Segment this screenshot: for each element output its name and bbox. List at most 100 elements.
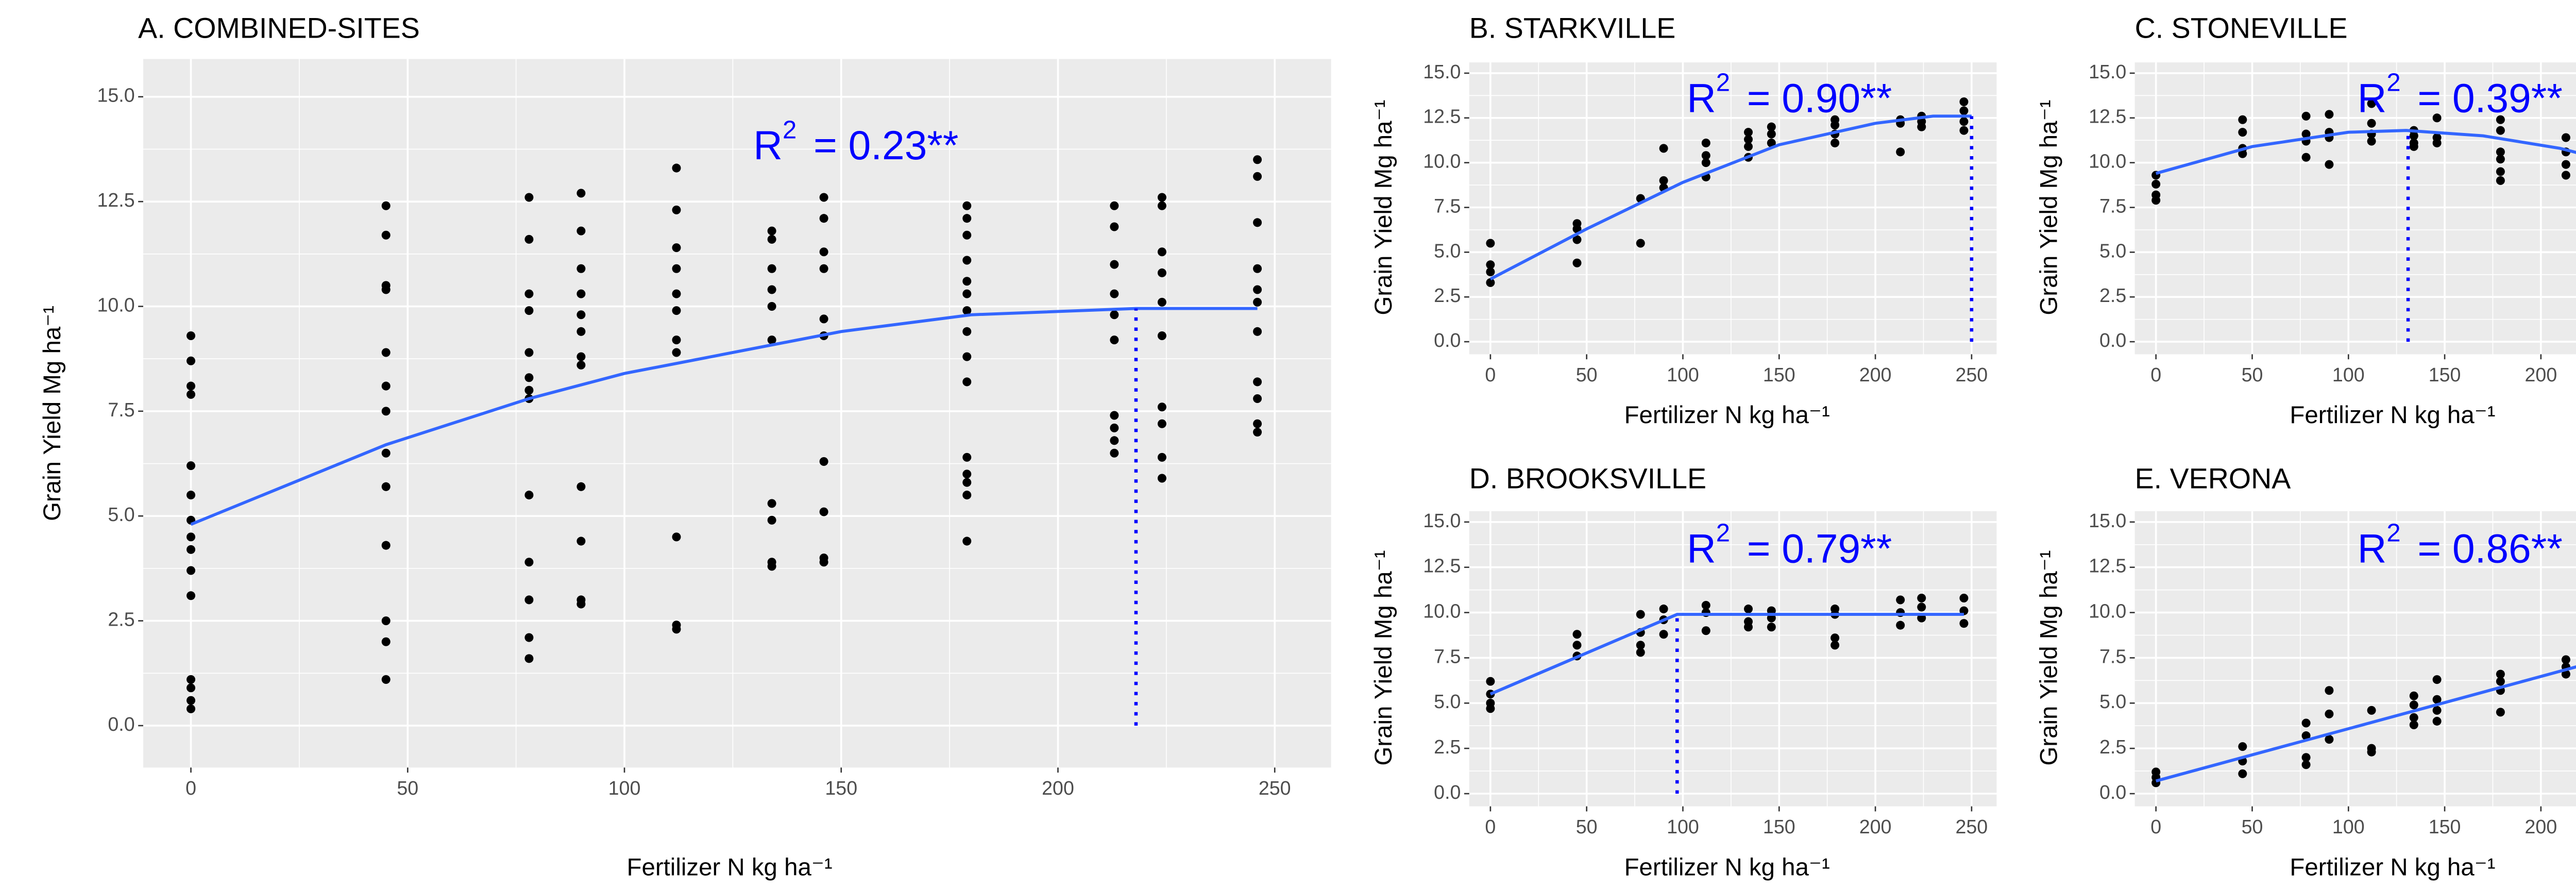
annotation-base: R xyxy=(1687,526,1716,571)
data-point xyxy=(524,235,533,244)
data-point xyxy=(1767,130,1776,139)
y-tick-label: 0.0 xyxy=(2099,329,2126,351)
data-point xyxy=(768,499,776,508)
data-point xyxy=(1253,420,1262,428)
data-point xyxy=(187,705,195,713)
y-tick-label: 12.5 xyxy=(2089,555,2126,577)
data-point xyxy=(672,290,681,298)
data-point xyxy=(2433,706,2442,715)
data-point xyxy=(1959,97,1968,106)
data-point xyxy=(1959,126,1968,135)
data-point xyxy=(1253,428,1262,437)
annotation-base: R xyxy=(1687,75,1716,121)
annotation-sup: 2 xyxy=(783,116,796,144)
data-point xyxy=(962,277,971,286)
data-point xyxy=(1896,621,1905,630)
y-axis-label: Grain Yield Mg ha⁻¹ xyxy=(1370,550,1397,766)
data-point xyxy=(1702,626,1710,635)
data-point xyxy=(672,348,681,357)
data-point xyxy=(382,348,391,357)
data-point xyxy=(1959,594,1968,602)
data-point xyxy=(768,235,776,244)
annotation-base: R xyxy=(2358,526,2387,571)
x-axis-label: Fertilizer N kg ha⁻¹ xyxy=(626,853,832,881)
y-tick-label: 2.5 xyxy=(1434,284,1461,306)
data-point xyxy=(524,558,533,566)
data-point xyxy=(672,206,681,214)
data-point xyxy=(962,353,971,361)
data-point xyxy=(2562,171,2570,179)
data-point xyxy=(962,290,971,298)
x-tick-label: 50 xyxy=(2242,364,2263,385)
x-axis-label: Fertilizer N kg ha⁻¹ xyxy=(2290,853,2495,881)
y-tick-label: 10.0 xyxy=(1423,600,1461,622)
data-point xyxy=(187,357,195,365)
data-point xyxy=(2367,706,2376,715)
data-point xyxy=(768,516,776,525)
data-point xyxy=(382,675,391,684)
y-tick-label: 15.0 xyxy=(2089,61,2126,82)
x-tick-label: 200 xyxy=(1859,816,1892,837)
x-tick-label: 250 xyxy=(1956,364,1988,385)
data-point xyxy=(2562,133,2570,142)
data-point xyxy=(768,264,776,273)
data-point xyxy=(820,247,828,256)
x-tick-label: 200 xyxy=(2525,364,2557,385)
annotation-sup: 2 xyxy=(1716,69,1730,97)
y-tick-label: 15.0 xyxy=(1423,61,1461,82)
data-point xyxy=(187,491,195,499)
data-point xyxy=(2496,167,2505,176)
data-point xyxy=(1158,453,1166,462)
data-point xyxy=(820,193,828,202)
data-point xyxy=(187,331,195,340)
data-point xyxy=(2367,137,2376,145)
x-tick-label: 200 xyxy=(2525,816,2557,837)
data-point xyxy=(2325,710,2333,718)
data-point xyxy=(1253,285,1262,294)
y-axis-label: Grain Yield Mg ha⁻¹ xyxy=(2036,100,2063,315)
data-point xyxy=(187,532,195,541)
data-point xyxy=(1486,278,1495,287)
x-tick-label: 0 xyxy=(2150,364,2161,385)
y-axis-label: Grain Yield Mg ha⁻¹ xyxy=(1370,100,1397,315)
data-point xyxy=(524,373,533,382)
data-point xyxy=(2325,160,2333,169)
data-point xyxy=(524,654,533,663)
data-point xyxy=(1573,630,1582,639)
x-tick-label: 0 xyxy=(1485,364,1496,385)
data-point xyxy=(2151,180,2160,189)
data-point xyxy=(2325,686,2333,695)
y-tick-label: 7.5 xyxy=(1434,645,1461,667)
data-point xyxy=(187,683,195,692)
data-point xyxy=(382,482,391,491)
data-point xyxy=(382,616,391,625)
data-point xyxy=(672,264,681,273)
annotation-text: = 0.79** xyxy=(1747,526,1892,571)
data-point xyxy=(1636,610,1645,619)
y-tick-label: 2.5 xyxy=(2099,736,2126,758)
data-point xyxy=(2302,112,2311,121)
data-point xyxy=(820,264,828,273)
data-point xyxy=(1702,158,1710,167)
panel-title: B. STARKVILLE xyxy=(1469,12,1676,44)
data-point xyxy=(2433,139,2442,147)
data-point xyxy=(1110,436,1118,445)
data-point xyxy=(1486,677,1495,686)
data-point xyxy=(577,600,585,609)
y-tick-label: 5.0 xyxy=(108,504,134,525)
x-tick-label: 150 xyxy=(2429,364,2461,385)
data-point xyxy=(1659,605,1668,613)
y-tick-label: 5.0 xyxy=(2099,691,2126,712)
data-point xyxy=(2433,675,2442,684)
data-point xyxy=(187,382,195,391)
data-point xyxy=(1253,394,1262,403)
data-point xyxy=(1744,623,1753,631)
y-tick-label: 5.0 xyxy=(1434,240,1461,261)
y-tick-label: 10.0 xyxy=(1423,150,1461,172)
data-point xyxy=(1110,449,1118,458)
data-point xyxy=(962,214,971,223)
data-point xyxy=(1486,704,1495,713)
annotation-text: = 0.39** xyxy=(2417,75,2562,121)
data-point xyxy=(820,508,828,516)
data-point xyxy=(187,696,195,705)
